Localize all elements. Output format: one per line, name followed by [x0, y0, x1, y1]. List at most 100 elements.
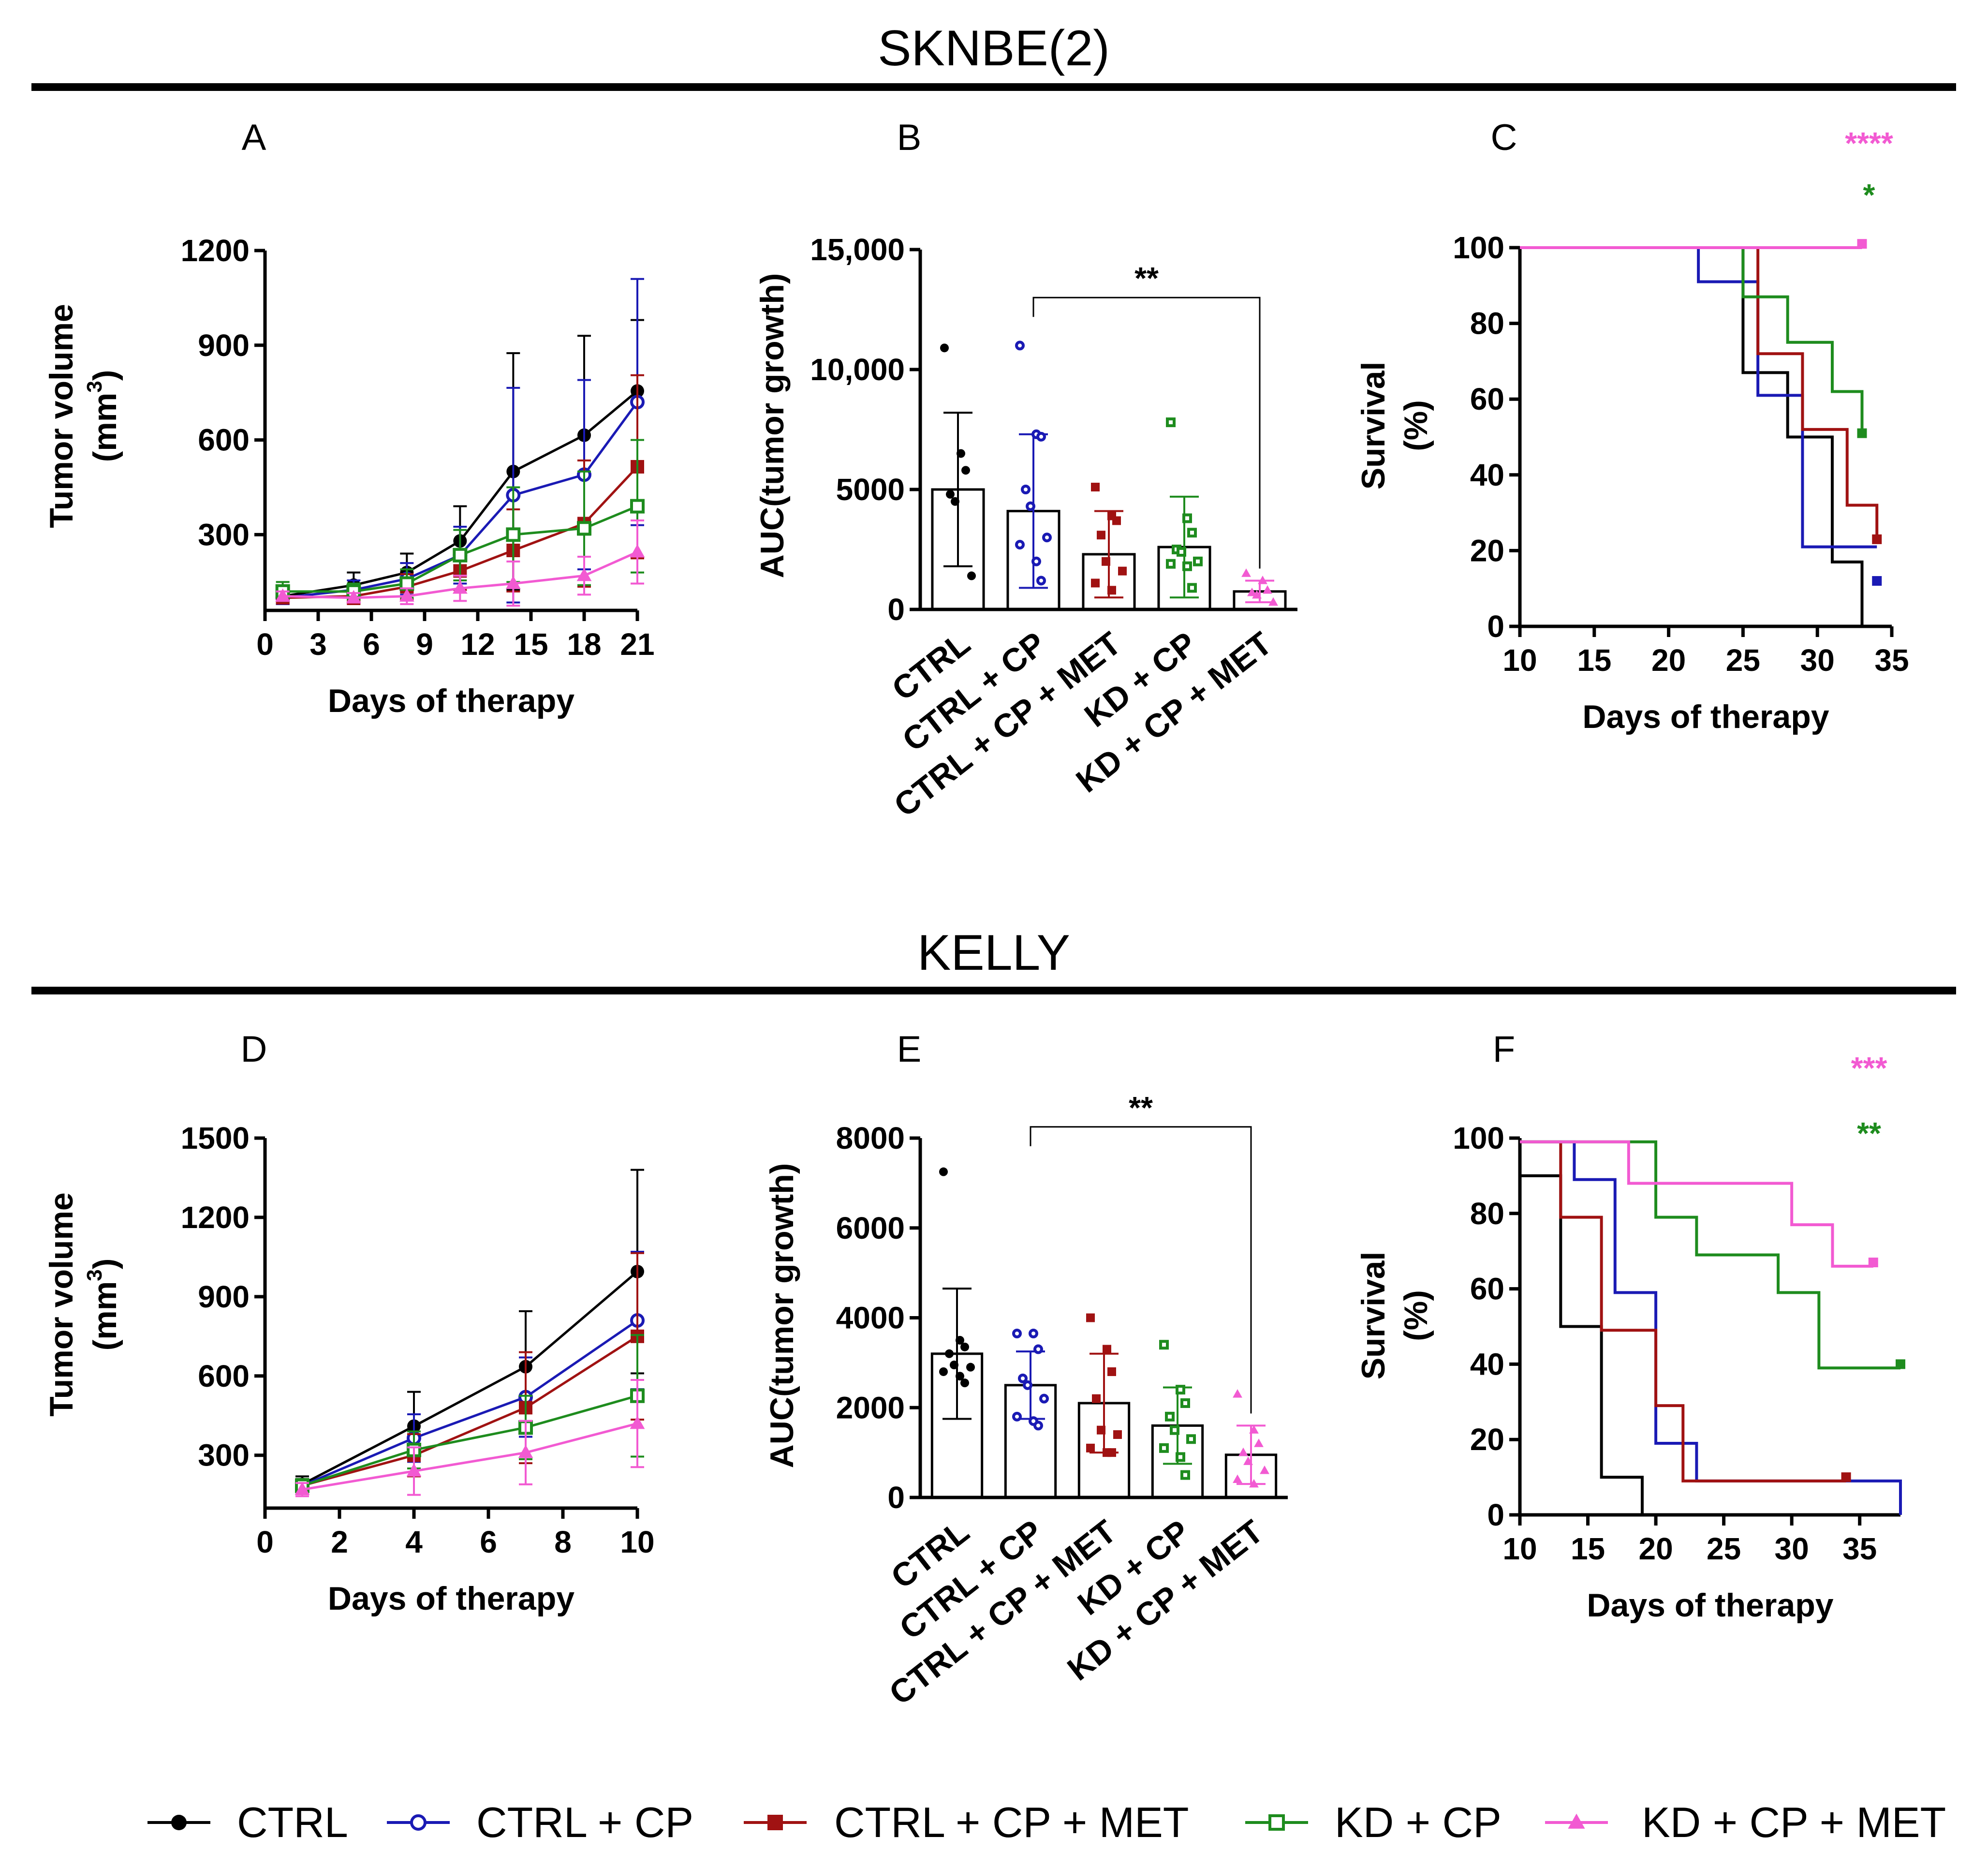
- x-tick-label: 0: [256, 627, 274, 662]
- data-point: [1086, 1443, 1095, 1452]
- x-tick-label: 35: [1842, 1531, 1877, 1566]
- section-divider-top: [31, 83, 1956, 91]
- y-tick-label: 8000: [836, 1121, 905, 1156]
- data-point: [1180, 1398, 1190, 1408]
- y-tick-label: 6000: [836, 1211, 905, 1245]
- data-point: [940, 343, 949, 353]
- data-point: [576, 568, 592, 581]
- data-point: [1092, 1394, 1101, 1403]
- data-point: [1165, 1411, 1175, 1422]
- data-point: [1012, 1329, 1022, 1339]
- step-line: [1520, 246, 1877, 548]
- chart-panel-d: 300 600 900 1200 1500 0 2 4 6 8 10 Days of therapy T…: [43, 1121, 655, 1617]
- data-point: [1091, 483, 1100, 492]
- y-tick-label: 0: [887, 1480, 905, 1515]
- significance-label: ***: [1851, 1051, 1887, 1085]
- series-ctrl-cp: [295, 1250, 645, 1494]
- series-ctrl: [295, 1169, 644, 1494]
- data-point: [1036, 431, 1046, 442]
- x-axis-label: Days of therapy: [328, 1580, 574, 1617]
- legend-label: CTRL + CP: [476, 1798, 693, 1846]
- legend: CTRL CTRL + CP CTRL + CP + MET KD + CP KD + …: [147, 1798, 1946, 1846]
- x-tick-label: 10: [1502, 643, 1537, 678]
- survival-curve-kd-cp: [1520, 246, 1867, 438]
- series-line: [302, 1422, 638, 1491]
- significance-label: ****: [1845, 126, 1893, 161]
- y-axis-label: AUC(tumor growth): [764, 1163, 800, 1468]
- data-point: [966, 1363, 975, 1372]
- survival-curve-ctrl-cp: [1520, 1140, 1902, 1515]
- x-tick-label: 18: [567, 627, 601, 662]
- censor-mark: [1857, 239, 1867, 249]
- survival-curve-ctrl-cp-met: [1520, 1140, 1851, 1482]
- step-line: [1520, 246, 1879, 539]
- y-tick-label: 20: [1470, 1422, 1504, 1457]
- y-tick-label: 4000: [836, 1301, 905, 1335]
- series-ctrl-cp-met: [295, 1252, 644, 1494]
- step-line: [1520, 246, 1864, 433]
- data-point: [1247, 587, 1257, 596]
- y-axis-label: Tumor volume (mm3): [43, 1192, 123, 1416]
- panel-letter-e: E: [897, 1029, 922, 1070]
- data-point: [1018, 1373, 1028, 1383]
- x-tick-label: 6: [363, 627, 380, 662]
- data-point: [1187, 583, 1197, 593]
- significance-bracket: **: [1032, 261, 1261, 569]
- data-point: [939, 1167, 948, 1176]
- data-point: [1159, 1443, 1169, 1453]
- y-tick-label: 15,000: [810, 232, 905, 267]
- legend-item-ctrl-cp-met: CTRL + CP + MET: [744, 1798, 1189, 1846]
- step-line: [1520, 1140, 1902, 1515]
- series-kd-cp-met: [295, 1378, 645, 1497]
- significance-label: *: [1863, 178, 1875, 212]
- data-point: [1107, 1367, 1116, 1376]
- data-point: [946, 489, 955, 499]
- section-title-kelly: KELLY: [917, 925, 1070, 981]
- y-tick-label: 100: [1453, 1121, 1504, 1156]
- data-point: [346, 590, 361, 604]
- x-tick-label: 15: [1571, 1531, 1605, 1566]
- legend-marker: [1268, 1814, 1285, 1831]
- data-point: [505, 576, 521, 589]
- x-tick-label: 30: [1775, 1531, 1809, 1566]
- significance-label: **: [1129, 1090, 1153, 1125]
- data-point: [1166, 559, 1176, 569]
- data-point: [275, 588, 291, 602]
- y-tick-label: 1500: [181, 1121, 250, 1156]
- data-point: [1112, 516, 1121, 525]
- y-tick-label: 40: [1470, 458, 1504, 492]
- series-line: [302, 1335, 638, 1487]
- bar-group-ctrl-cp: [1004, 1329, 1057, 1499]
- data-point: [406, 1463, 422, 1477]
- bracket-line: [1030, 1126, 1252, 1414]
- legend-label: CTRL: [237, 1798, 348, 1846]
- x-tick-label: 15: [514, 627, 548, 662]
- data-point: [453, 548, 468, 563]
- bar-group-kd-cp-met: [1233, 568, 1287, 611]
- bracket-line: [1032, 296, 1261, 569]
- y-tick-label: 0: [1487, 609, 1504, 644]
- data-point: [950, 1361, 958, 1370]
- data-point: [1193, 556, 1203, 566]
- x-tick-label: 25: [1707, 1531, 1741, 1566]
- x-tick-label: 21: [620, 627, 654, 662]
- y-tick-label: 40: [1470, 1347, 1504, 1381]
- data-point: [1238, 1447, 1248, 1456]
- bar-group-ctrl-cp-met: [1077, 1313, 1131, 1499]
- y-tick-label: 100: [1453, 230, 1504, 265]
- y-tick-label: 600: [198, 1359, 250, 1393]
- data-point: [1249, 1425, 1259, 1434]
- panel-letter-f: F: [1493, 1029, 1515, 1070]
- legend-marker: [767, 1815, 783, 1830]
- data-point: [1031, 556, 1041, 566]
- series-line: [302, 1319, 638, 1487]
- data-point: [1166, 417, 1176, 428]
- x-tick-label: 6: [480, 1525, 497, 1559]
- data-point: [961, 466, 970, 475]
- series-line: [302, 1394, 638, 1487]
- y-axis-label: AUC(tumor growth): [754, 273, 791, 578]
- legend-marker: [171, 1815, 187, 1830]
- step-line: [1520, 1140, 1846, 1482]
- data-point: [1263, 585, 1272, 594]
- survival-curve-kd-cp-met: [1520, 1140, 1878, 1268]
